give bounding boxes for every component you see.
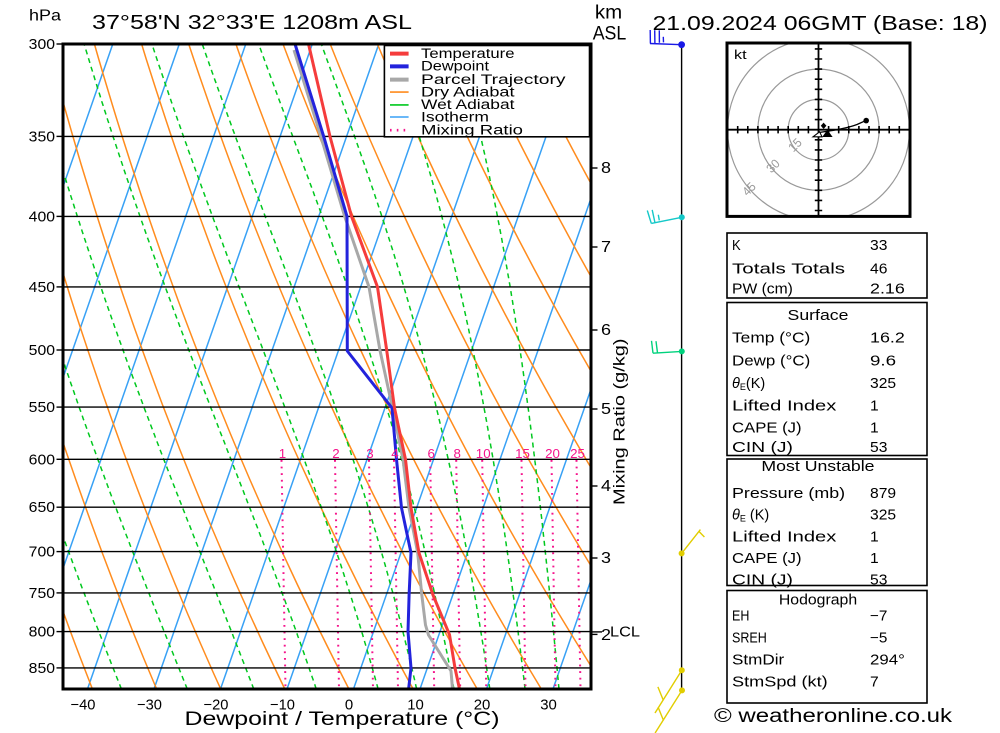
- svg-text:0: 0: [345, 697, 353, 714]
- svg-text:15: 15: [515, 447, 530, 461]
- svg-text:hPa: hPa: [29, 8, 61, 25]
- svg-text:2.16: 2.16: [870, 282, 905, 298]
- svg-text:53: 53: [870, 440, 887, 456]
- svg-text:Isotherm: Isotherm: [421, 109, 489, 124]
- svg-text:CAPE (J): CAPE (J): [732, 551, 802, 567]
- svg-text:Totals Totals: Totals Totals: [732, 261, 845, 277]
- svg-text:Temperature: Temperature: [421, 46, 515, 61]
- svg-text:SREH: SREH: [732, 631, 767, 647]
- svg-text:K: K: [732, 238, 741, 254]
- svg-text:325: 325: [870, 508, 896, 524]
- svg-text:350: 350: [29, 128, 55, 145]
- svg-text:Most Unstable: Most Unstable: [761, 459, 874, 475]
- svg-text:6: 6: [428, 447, 435, 461]
- svg-text:879: 879: [870, 486, 896, 502]
- svg-text:700: 700: [29, 544, 55, 561]
- svg-text:km: km: [595, 2, 622, 24]
- svg-text:θE (K): θE (K): [732, 508, 769, 524]
- svg-text:θE(K): θE(K): [732, 376, 765, 392]
- svg-text:25: 25: [570, 447, 585, 461]
- svg-text:LCL: LCL: [610, 623, 640, 640]
- svg-text:3: 3: [366, 447, 373, 461]
- svg-text:Parcel Trajectory: Parcel Trajectory: [421, 72, 566, 87]
- svg-text:© weatheronline.co.uk: © weatheronline.co.uk: [714, 706, 953, 727]
- svg-text:7: 7: [870, 675, 879, 691]
- svg-text:37°58'N 32°33'E 1208m ASL: 37°58'N 32°33'E 1208m ASL: [92, 12, 412, 34]
- svg-text:Surface: Surface: [788, 308, 849, 324]
- svg-text:10: 10: [476, 447, 491, 461]
- svg-text:PW (cm): PW (cm): [732, 282, 793, 298]
- svg-text:3: 3: [601, 550, 611, 567]
- svg-text:1: 1: [870, 551, 879, 567]
- svg-text:6: 6: [601, 322, 611, 339]
- svg-text:2: 2: [601, 627, 611, 644]
- svg-text:−7: −7: [870, 609, 887, 625]
- svg-text:StmSpd (kt): StmSpd (kt): [732, 675, 828, 691]
- svg-text:1: 1: [870, 421, 879, 437]
- svg-text:1: 1: [279, 447, 286, 461]
- svg-text:650: 650: [29, 499, 55, 516]
- svg-text:−40: −40: [71, 697, 96, 714]
- svg-text:20: 20: [545, 447, 560, 461]
- svg-text:21.09.2024 06GMT (Base: 18): 21.09.2024 06GMT (Base: 18): [653, 13, 988, 35]
- svg-text:Lifted Index: Lifted Index: [732, 398, 837, 414]
- svg-text:850: 850: [29, 660, 55, 677]
- svg-text:5: 5: [601, 401, 611, 418]
- svg-text:CIN (J): CIN (J): [732, 573, 793, 589]
- svg-text:46: 46: [870, 261, 887, 277]
- svg-text:Wet Adiabat: Wet Adiabat: [421, 97, 515, 112]
- svg-text:Lifted Index: Lifted Index: [732, 530, 837, 546]
- svg-text:StmDir: StmDir: [732, 653, 784, 669]
- svg-text:Temp (°C): Temp (°C): [732, 331, 810, 347]
- svg-text:CIN (J): CIN (J): [732, 440, 793, 456]
- svg-text:8: 8: [601, 160, 611, 177]
- svg-text:−20: −20: [204, 697, 229, 714]
- svg-text:9.6: 9.6: [870, 353, 896, 369]
- svg-text:CAPE (J): CAPE (J): [732, 421, 802, 437]
- svg-text:2: 2: [332, 447, 339, 461]
- svg-text:Dewp (°C): Dewp (°C): [732, 353, 810, 369]
- svg-text:300: 300: [29, 36, 55, 53]
- svg-text:Pressure (mb): Pressure (mb): [732, 486, 845, 502]
- svg-text:10: 10: [407, 697, 424, 714]
- svg-text:Dry Adiabat: Dry Adiabat: [421, 84, 515, 99]
- svg-text:20: 20: [474, 697, 491, 714]
- svg-text:325: 325: [870, 376, 896, 392]
- svg-text:294°: 294°: [870, 653, 905, 669]
- svg-text:Mixing Ratio: Mixing Ratio: [421, 123, 523, 138]
- svg-text:ASL: ASL: [593, 23, 627, 45]
- svg-text:Hodograph: Hodograph: [779, 593, 857, 609]
- svg-text:4: 4: [601, 478, 611, 495]
- svg-text:550: 550: [29, 399, 55, 416]
- svg-text:−5: −5: [870, 631, 887, 647]
- svg-text:500: 500: [29, 342, 55, 359]
- svg-text:Mixing Ratio (g/kg): Mixing Ratio (g/kg): [611, 338, 628, 505]
- svg-text:8: 8: [454, 447, 461, 461]
- svg-text:600: 600: [29, 451, 55, 468]
- svg-text:400: 400: [29, 208, 55, 225]
- svg-text:53: 53: [870, 573, 887, 589]
- svg-text:7: 7: [601, 239, 611, 256]
- svg-text:Dewpoint: Dewpoint: [421, 59, 489, 74]
- svg-text:kt: kt: [734, 47, 747, 62]
- svg-text:1: 1: [870, 398, 879, 414]
- svg-text:−30: −30: [137, 697, 162, 714]
- svg-text:800: 800: [29, 624, 55, 641]
- svg-text:EH: EH: [732, 609, 749, 625]
- svg-text:−10: −10: [270, 697, 295, 714]
- svg-text:33: 33: [870, 238, 887, 254]
- svg-text:30: 30: [540, 697, 557, 714]
- svg-text:Dewpoint / Temperature (°C): Dewpoint / Temperature (°C): [185, 708, 500, 730]
- svg-text:450: 450: [29, 279, 55, 296]
- svg-text:4: 4: [391, 447, 398, 461]
- svg-text:750: 750: [29, 585, 55, 602]
- svg-text:1: 1: [870, 530, 879, 546]
- svg-text:16.2: 16.2: [870, 331, 905, 347]
